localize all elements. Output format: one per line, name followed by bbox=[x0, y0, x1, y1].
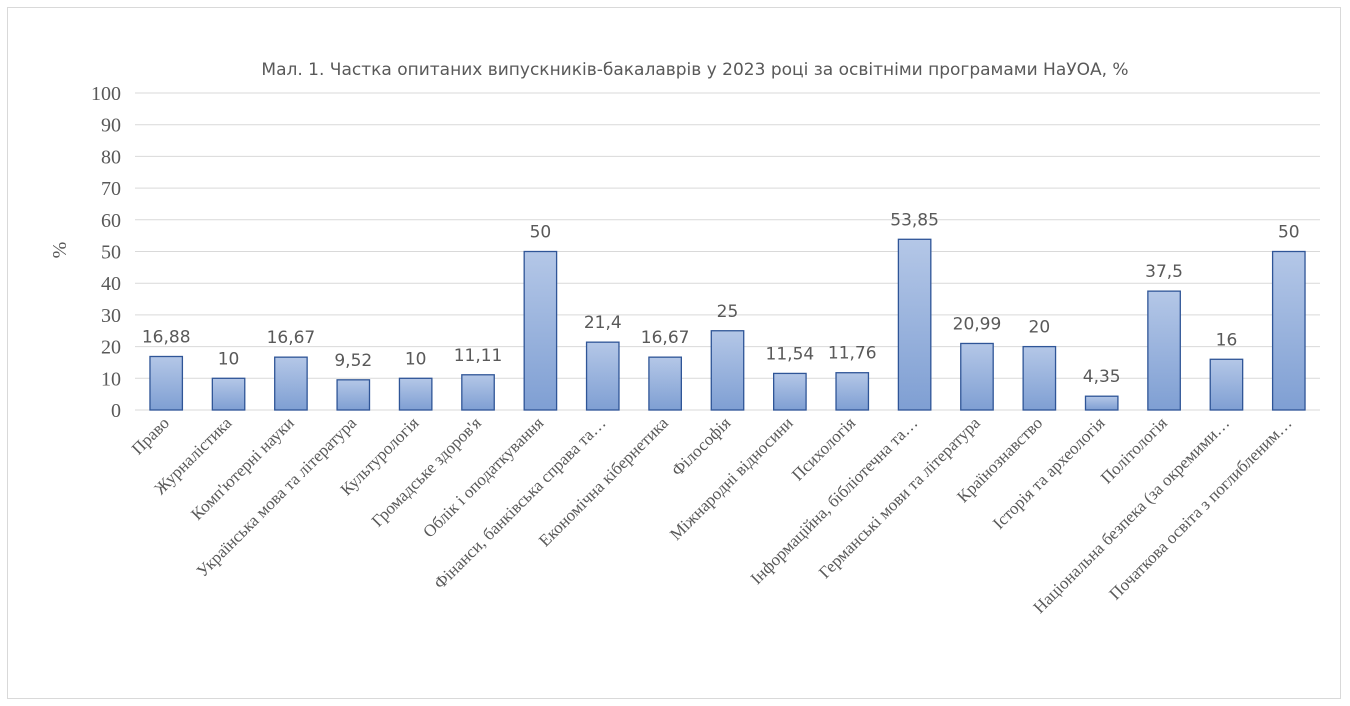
y-tick-label: 90 bbox=[101, 115, 121, 137]
bar bbox=[960, 342, 994, 411]
bar bbox=[773, 372, 807, 411]
bar bbox=[1209, 358, 1244, 411]
grid-layer bbox=[135, 92, 1320, 411]
bar bbox=[648, 356, 682, 411]
data-label: 20,99 bbox=[953, 314, 1002, 334]
data-label: 25 bbox=[717, 302, 739, 322]
y-tick-label: 0 bbox=[111, 400, 121, 422]
bar bbox=[710, 330, 745, 411]
data-label: 16,67 bbox=[641, 328, 690, 348]
bar bbox=[149, 355, 184, 411]
data-label: 4,35 bbox=[1083, 367, 1121, 387]
x-tick-label: Облік і оподаткування bbox=[419, 413, 547, 541]
data-label: 50 bbox=[530, 223, 552, 243]
data-label: 11,76 bbox=[828, 344, 877, 364]
y-tick-label: 60 bbox=[101, 210, 121, 232]
data-label: 10 bbox=[218, 349, 240, 369]
chart-frame bbox=[7, 7, 1341, 699]
y-tick-label: 50 bbox=[101, 242, 121, 264]
y-tick-label: 30 bbox=[101, 305, 121, 327]
data-label: 21,4 bbox=[584, 313, 622, 333]
bar bbox=[274, 356, 308, 411]
x-tick-label: Філософія bbox=[668, 413, 735, 480]
x-tick-label: Громадське здоров'я bbox=[368, 413, 485, 530]
data-label: 16,67 bbox=[267, 328, 316, 348]
bar bbox=[1147, 290, 1181, 411]
y-tick-label: 70 bbox=[101, 178, 121, 200]
data-label: 20 bbox=[1029, 318, 1051, 338]
data-label: 53,85 bbox=[890, 210, 939, 230]
bar bbox=[1084, 395, 1119, 411]
data-label: 10 bbox=[405, 349, 427, 369]
y-axis-label: % bbox=[49, 242, 71, 259]
y-tick-label: 80 bbox=[101, 146, 121, 168]
y-tick-label: 40 bbox=[101, 273, 121, 295]
chart-title: Мал. 1. Частка опитаних випускників-бака… bbox=[261, 60, 1128, 80]
data-label: 11,54 bbox=[766, 344, 815, 364]
data-label: 9,52 bbox=[334, 351, 372, 371]
bar bbox=[1022, 345, 1057, 411]
x-tick-label: Міжнародні відносини bbox=[666, 413, 797, 544]
bar bbox=[398, 377, 433, 411]
x-tick-label: Комп'ютерні науки bbox=[187, 413, 297, 523]
data-label: 50 bbox=[1278, 223, 1300, 243]
data-label: 16,88 bbox=[142, 327, 191, 347]
y-tick-label: 20 bbox=[101, 337, 121, 359]
bar bbox=[461, 374, 495, 411]
bar bbox=[336, 379, 371, 411]
y-tick-label: 10 bbox=[101, 368, 121, 390]
y-tick-layer: 0 10 20 30 40 50 60 70 80 90 100 bbox=[91, 83, 121, 422]
bar bbox=[897, 238, 932, 411]
data-label: 11,11 bbox=[454, 346, 503, 366]
bar bbox=[211, 377, 246, 411]
data-label: 16 bbox=[1216, 330, 1238, 350]
y-tick-label: 100 bbox=[91, 83, 121, 105]
bar bbox=[835, 372, 870, 411]
data-label-layer: 16,88 10 16,67 9,52 10 11,11 50 21,4 16,67 25 11,5… bbox=[142, 210, 1300, 387]
x-tick-label: Право bbox=[128, 413, 173, 458]
data-label: 37,5 bbox=[1145, 262, 1183, 282]
bar bbox=[1271, 250, 1306, 411]
x-tick-label: Історія та археологія bbox=[989, 413, 1109, 533]
bar bbox=[523, 250, 558, 411]
bar-layer bbox=[149, 238, 1306, 411]
x-tick-label: Економічна кібернетика bbox=[535, 413, 672, 550]
bar bbox=[585, 341, 620, 411]
